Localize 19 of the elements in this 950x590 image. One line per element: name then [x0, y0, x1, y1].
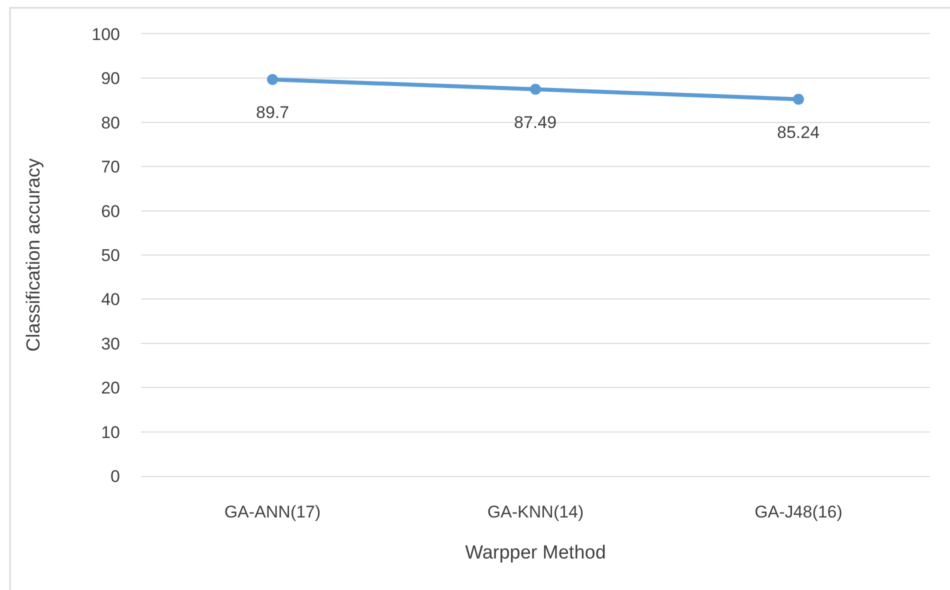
y-tick-label: 50 — [101, 246, 120, 265]
y-tick-label: 90 — [101, 69, 120, 88]
y-tick-label: 10 — [101, 422, 120, 442]
y-tick-label: 20 — [101, 378, 120, 398]
y-tick-label: 30 — [101, 334, 120, 354]
data-label: 85.24 — [777, 123, 820, 142]
x-tick-label: GA-ANN(17) — [224, 502, 321, 522]
data-label: 87.49 — [514, 113, 557, 132]
x-tick-label: GA-J48(16) — [754, 502, 842, 522]
y-tick-label: 60 — [101, 202, 120, 221]
y-tick-label: 0 — [110, 466, 120, 486]
y-tick-label: 40 — [101, 290, 120, 310]
y-tick-label: 100 — [92, 24, 120, 44]
x-tick-label: GA-KNN(14) — [487, 502, 584, 522]
x-axis-title: Warpper Method — [465, 542, 606, 564]
data-label: 89.7 — [256, 103, 290, 122]
y-tick-label: 70 — [101, 158, 120, 177]
y-axis-title: Classification accuracy — [23, 158, 44, 352]
y-tick-label: 80 — [101, 113, 120, 132]
